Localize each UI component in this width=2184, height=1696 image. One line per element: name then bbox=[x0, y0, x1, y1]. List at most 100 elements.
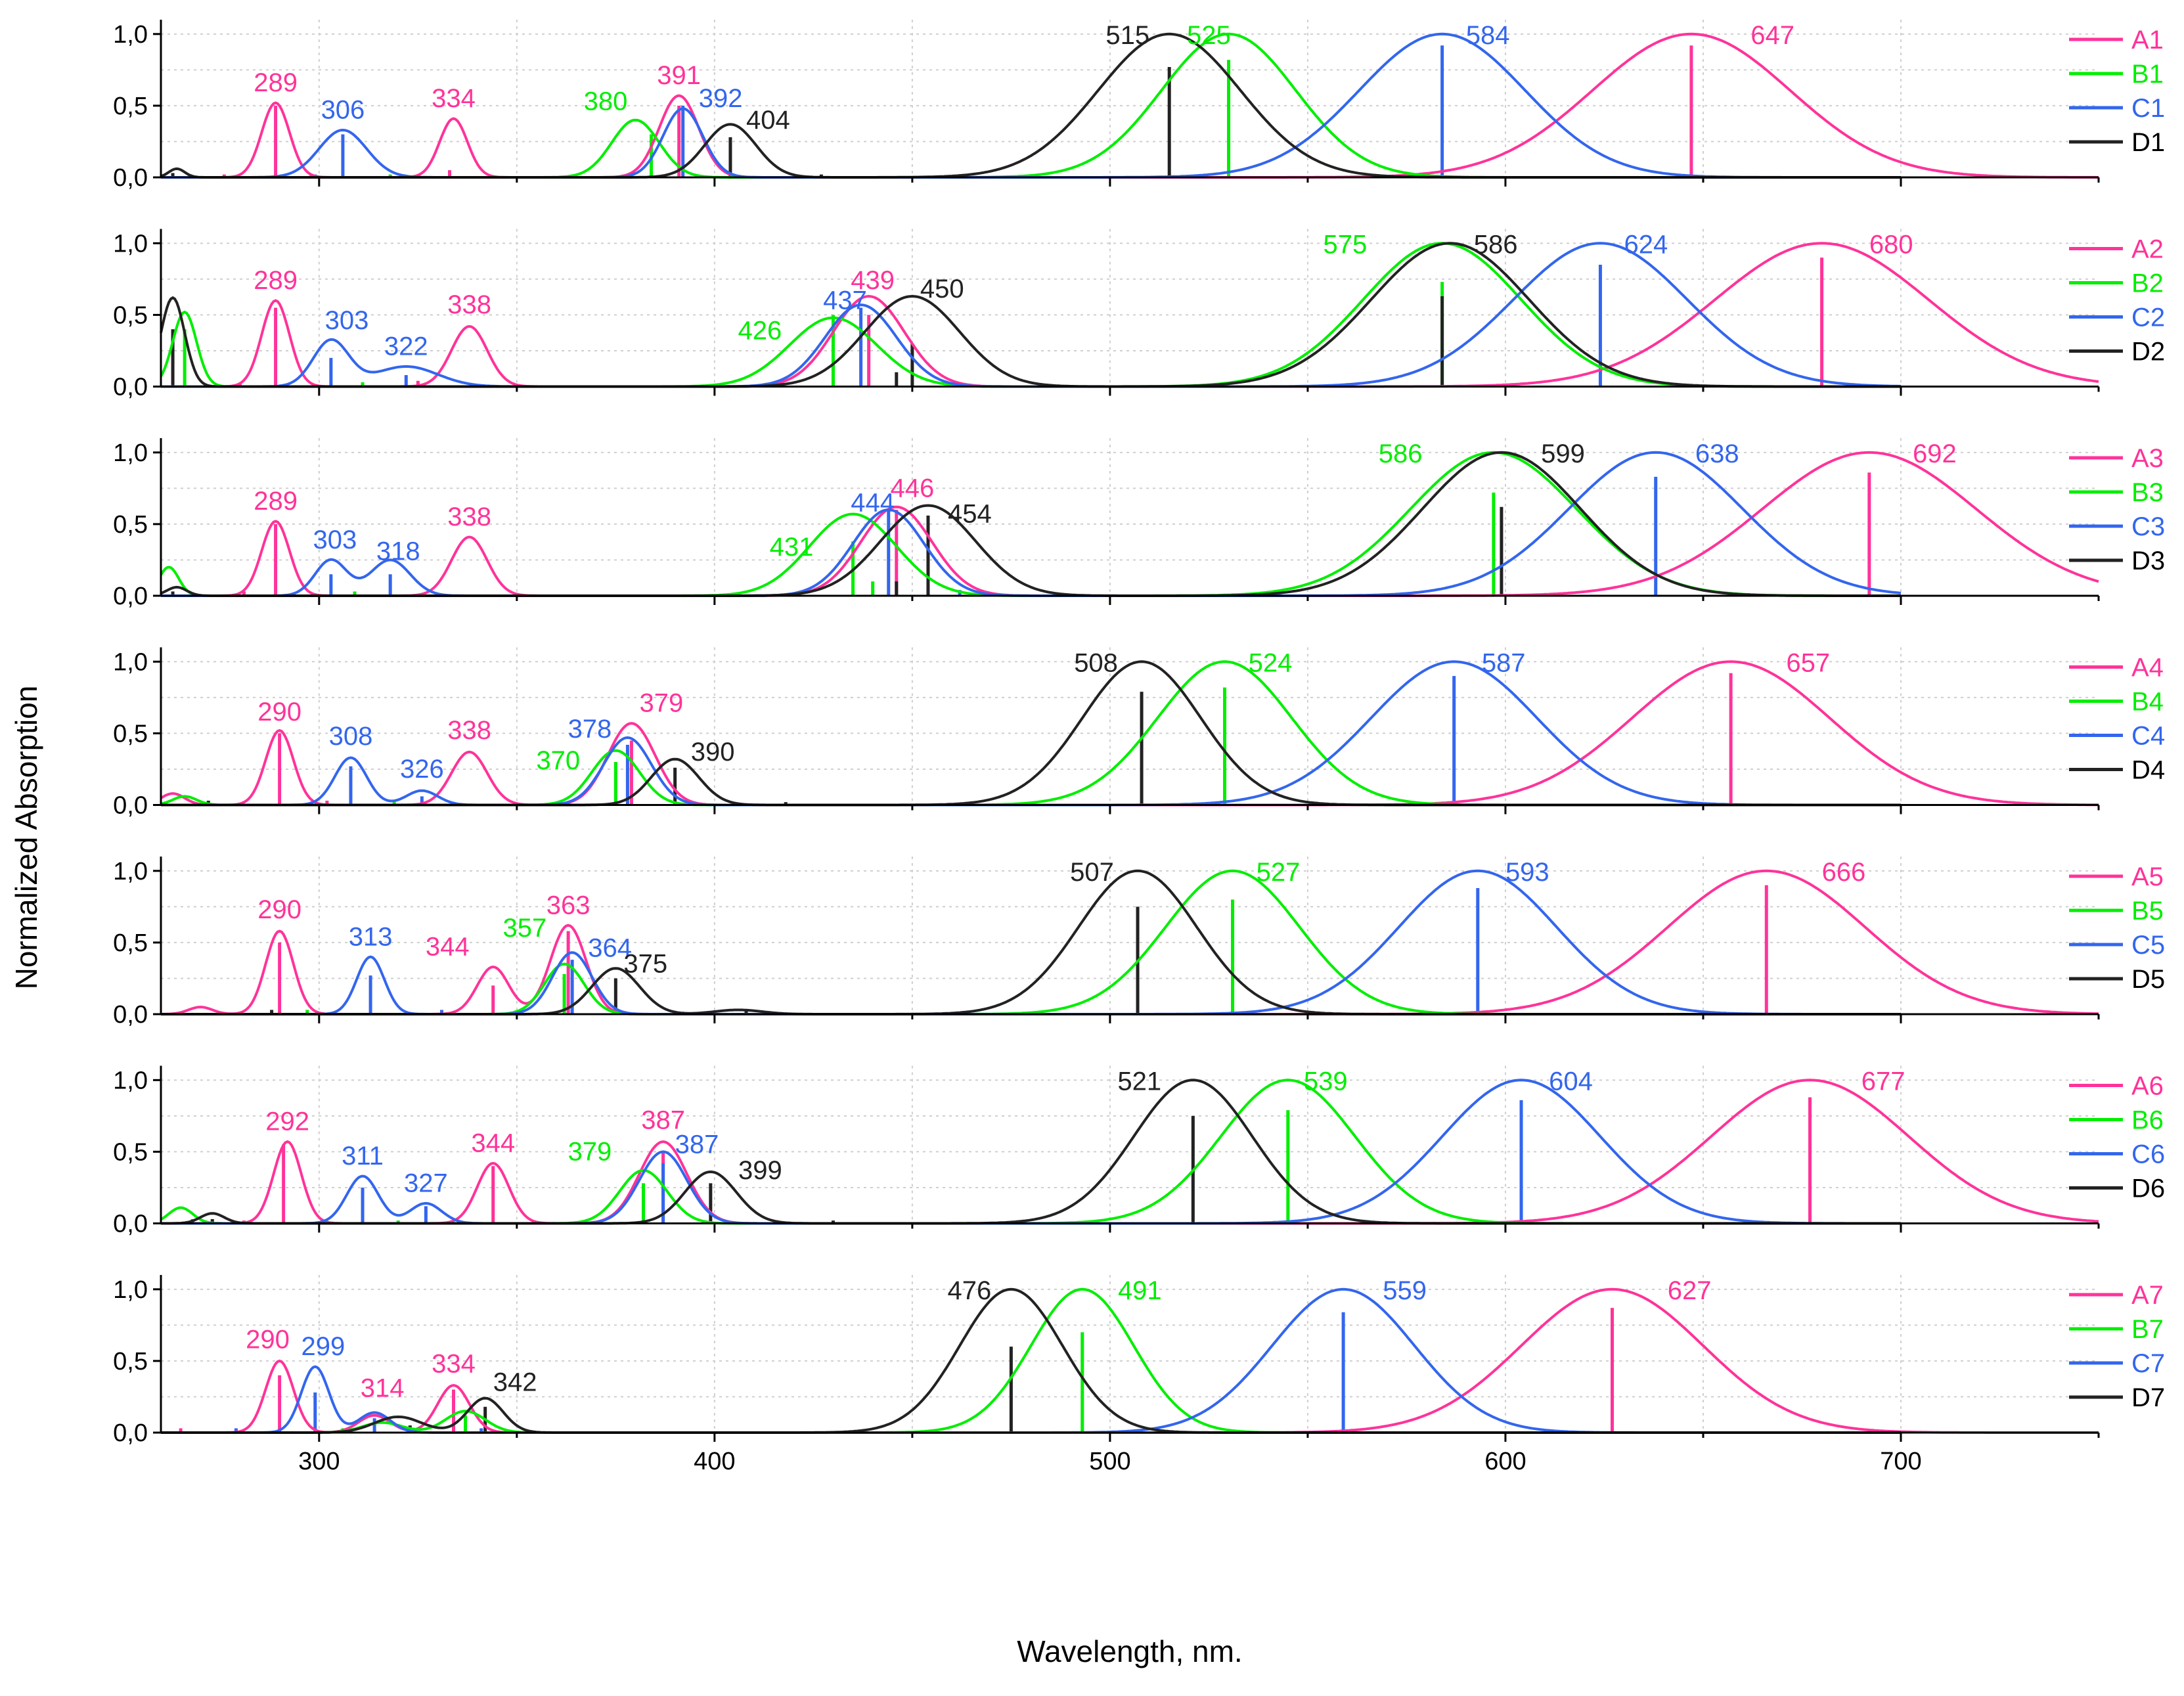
peak-label: 454 bbox=[948, 500, 992, 529]
legend-label-D4: D4 bbox=[2131, 756, 2165, 785]
peak-label: 390 bbox=[691, 738, 735, 767]
peak-label: 525 bbox=[1187, 21, 1231, 50]
legend-label-C3: C3 bbox=[2131, 512, 2165, 541]
panel-7: 0,0 0,5 1,0 290 299 314 334 342 476 491 559 627 A7 B7… bbox=[113, 1275, 2165, 1447]
peak-label: 387 bbox=[641, 1106, 685, 1135]
peak-label: 677 bbox=[1861, 1067, 1905, 1096]
y-tick-label: 0,5 bbox=[113, 93, 148, 120]
legend-label-B1: B1 bbox=[2131, 60, 2164, 89]
legend-label-C1: C1 bbox=[2131, 94, 2165, 123]
peak-label: 313 bbox=[349, 922, 393, 951]
legend-label-D7: D7 bbox=[2131, 1383, 2165, 1412]
peak-label: 370 bbox=[536, 746, 580, 775]
peak-label: 521 bbox=[1117, 1067, 1161, 1096]
peak-label: 379 bbox=[639, 689, 683, 718]
peak-label: 344 bbox=[471, 1128, 515, 1157]
peak-label: 326 bbox=[400, 755, 444, 784]
peak-label: 289 bbox=[254, 68, 298, 97]
legend-label-A7: A7 bbox=[2131, 1281, 2164, 1310]
legend-label-A5: A5 bbox=[2131, 862, 2164, 891]
peak-label: 491 bbox=[1118, 1276, 1162, 1305]
y-tick-label: 0,0 bbox=[113, 792, 148, 820]
peak-label: 508 bbox=[1074, 649, 1118, 678]
peak-label: 627 bbox=[1668, 1276, 1712, 1305]
legend-label-C6: C6 bbox=[2131, 1140, 2165, 1169]
peak-label: 311 bbox=[342, 1142, 384, 1171]
peak-label: 426 bbox=[738, 317, 782, 346]
y-tick-label: 0,0 bbox=[113, 374, 148, 401]
peak-label: 379 bbox=[568, 1138, 612, 1167]
peak-label: 399 bbox=[738, 1156, 782, 1185]
legend-label-B6: B6 bbox=[2131, 1106, 2164, 1135]
peak-label: 380 bbox=[584, 87, 628, 116]
legend-label-B5: B5 bbox=[2131, 897, 2164, 926]
x-tick-label: 400 bbox=[694, 1448, 735, 1475]
peak-label: 657 bbox=[1786, 649, 1830, 678]
legend-label-D2: D2 bbox=[2131, 338, 2165, 367]
peak-label: 524 bbox=[1249, 649, 1293, 678]
peak-label: 308 bbox=[329, 722, 373, 751]
peak-label: 507 bbox=[1070, 858, 1114, 887]
legend-label-C5: C5 bbox=[2131, 931, 2165, 960]
peak-label: 375 bbox=[623, 950, 667, 979]
peak-label: 338 bbox=[447, 290, 491, 319]
y-tick-label: 0,5 bbox=[113, 720, 148, 748]
peak-label: 357 bbox=[503, 914, 547, 943]
peak-label: 584 bbox=[1466, 21, 1510, 50]
peak-label: 647 bbox=[1750, 21, 1794, 50]
peak-label: 431 bbox=[770, 533, 814, 562]
peak-label: 404 bbox=[746, 106, 790, 135]
peak-label: 539 bbox=[1304, 1067, 1348, 1096]
peak-label: 515 bbox=[1105, 21, 1149, 50]
peak-label: 439 bbox=[851, 266, 895, 295]
x-tick-label: 500 bbox=[1089, 1448, 1130, 1475]
y-tick-label: 1,0 bbox=[113, 648, 148, 676]
peak-label: 387 bbox=[675, 1130, 719, 1159]
peak-label: 586 bbox=[1379, 439, 1423, 468]
legend-label-A2: A2 bbox=[2131, 235, 2164, 264]
peak-label: 599 bbox=[1541, 439, 1585, 468]
y-axis-title: Normalized Absorption bbox=[9, 686, 43, 990]
legend-label-A4: A4 bbox=[2131, 654, 2164, 682]
y-tick-label: 1,0 bbox=[113, 439, 148, 467]
x-tick-label: 600 bbox=[1484, 1448, 1526, 1475]
peak-label: 334 bbox=[432, 84, 476, 113]
peak-label: 327 bbox=[404, 1169, 448, 1198]
y-tick-label: 0,5 bbox=[113, 1138, 148, 1166]
peak-label: 299 bbox=[301, 1332, 345, 1361]
legend-label-C7: C7 bbox=[2131, 1349, 2165, 1378]
peak-label: 692 bbox=[1913, 439, 1957, 468]
peak-label: 303 bbox=[325, 306, 369, 335]
y-tick-label: 0,0 bbox=[113, 1419, 148, 1447]
y-tick-label: 1,0 bbox=[113, 858, 148, 885]
peak-label: 334 bbox=[432, 1349, 476, 1378]
peak-label: 587 bbox=[1482, 649, 1526, 678]
peak-label: 338 bbox=[447, 502, 491, 531]
peak-label: 289 bbox=[254, 487, 298, 516]
peak-label: 306 bbox=[321, 96, 365, 125]
peak-label: 437 bbox=[823, 286, 867, 315]
peak-label: 586 bbox=[1474, 231, 1518, 259]
peak-label: 666 bbox=[1822, 858, 1866, 887]
x-tick-label: 700 bbox=[1880, 1448, 1921, 1475]
peak-label: 290 bbox=[257, 698, 301, 726]
peak-label: 363 bbox=[546, 891, 591, 920]
peak-label: 322 bbox=[384, 332, 428, 361]
peak-label: 624 bbox=[1624, 231, 1668, 259]
peak-label: 476 bbox=[948, 1276, 992, 1305]
peak-label: 338 bbox=[447, 716, 491, 745]
legend-label-B7: B7 bbox=[2131, 1315, 2164, 1344]
peak-label: 318 bbox=[376, 537, 420, 566]
x-axis-title: Wavelength, nm. bbox=[1017, 1634, 1242, 1668]
legend-label-C4: C4 bbox=[2131, 722, 2165, 751]
peak-label: 527 bbox=[1257, 858, 1301, 887]
y-tick-label: 0,0 bbox=[113, 1001, 148, 1029]
y-tick-label: 0,5 bbox=[113, 511, 148, 539]
